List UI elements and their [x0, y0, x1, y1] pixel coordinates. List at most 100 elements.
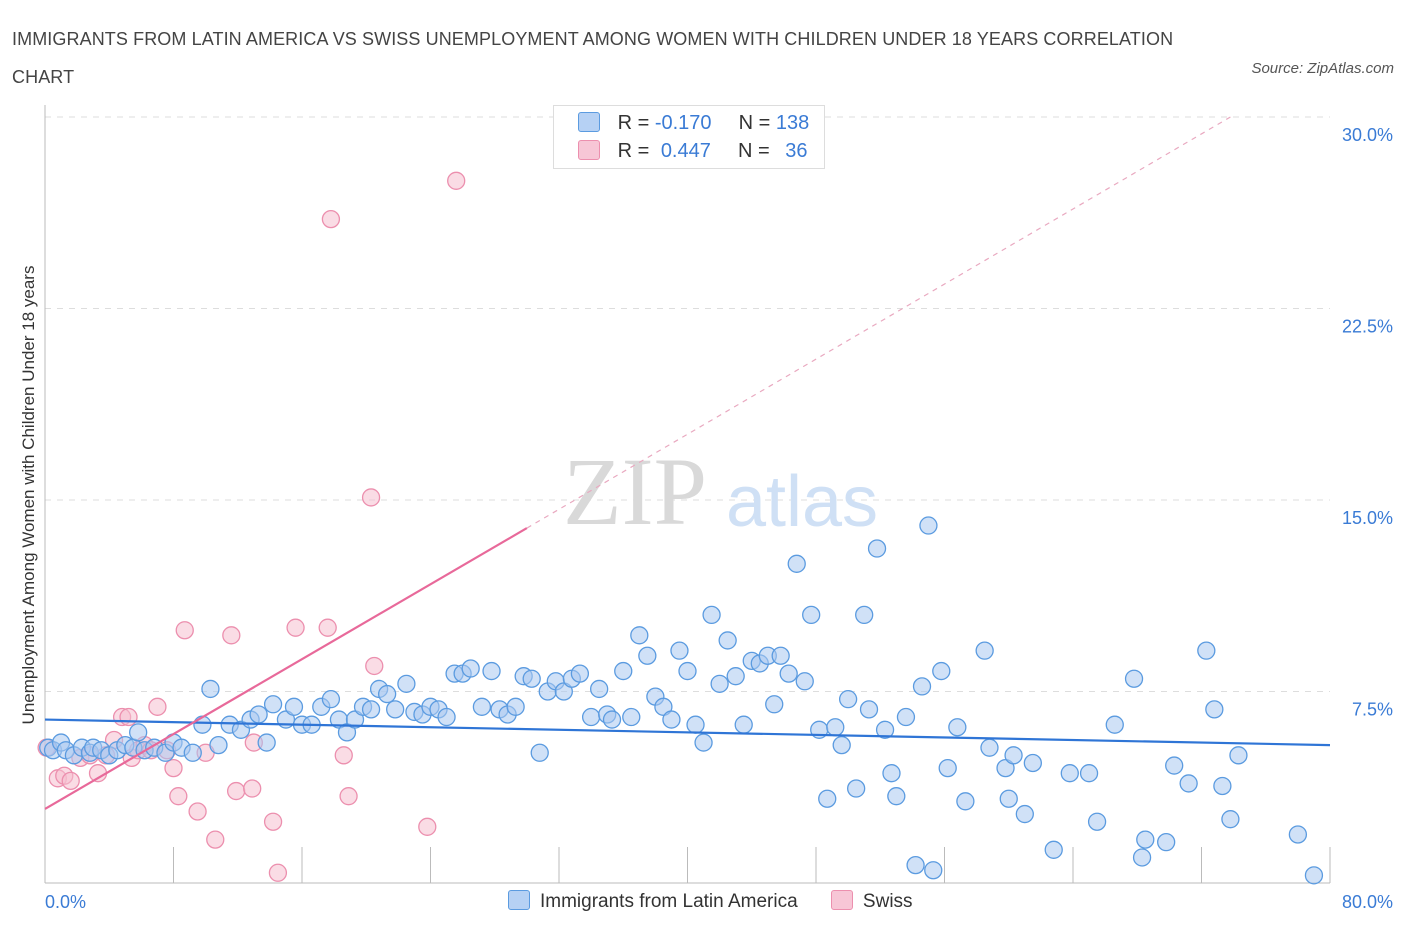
- latin-america-point: [570, 664, 590, 683]
- swiss-point: [243, 779, 262, 798]
- latin-america-point: [1124, 669, 1144, 688]
- swiss-point: [222, 626, 241, 645]
- swiss-point: [321, 209, 341, 229]
- x-tick-label: 80.0%: [1342, 892, 1393, 912]
- latin-america-point: [867, 539, 887, 558]
- r-value: 0.447: [660, 140, 711, 162]
- latin-america-point: [980, 738, 999, 757]
- swiss-point: [226, 781, 246, 801]
- watermark-atlas: atlas: [726, 462, 878, 542]
- legend-label: Swiss: [862, 891, 913, 912]
- latin-america-point: [832, 735, 851, 755]
- legend-item-swiss: Swiss: [830, 890, 913, 913]
- latin-america-point: [1087, 812, 1107, 831]
- y-tick-label: 15.0%: [1342, 508, 1393, 528]
- latin-america-point: [912, 677, 932, 696]
- blue-swatch: [578, 112, 600, 132]
- latin-america-point: [678, 661, 697, 681]
- correlation-legend: R = -0.170 N = 138 R = 0.447 N = 36: [553, 105, 825, 169]
- swiss-trend-extension: [526, 116, 1231, 529]
- latin-america-point: [887, 787, 906, 806]
- y-tick-label: 22.5%: [1342, 317, 1393, 337]
- swiss-point: [339, 787, 358, 806]
- latin-america-point: [377, 684, 397, 704]
- latin-america-point: [1023, 753, 1042, 773]
- latin-america-point: [1304, 866, 1324, 885]
- latin-america-point: [183, 743, 202, 762]
- swiss-point: [365, 656, 384, 676]
- latin-america-point: [1136, 830, 1155, 849]
- trend-lines: [44, 116, 1331, 810]
- latin-america-point: [779, 664, 798, 683]
- latin-america-point: [702, 605, 721, 625]
- r-label: R =: [617, 112, 650, 134]
- latin-america-point: [437, 707, 456, 727]
- chart-title: IMMIGRANTS FROM LATIN AMERICA VS SWISS U…: [12, 29, 1174, 87]
- swiss-point: [263, 812, 283, 831]
- latin-america-point: [209, 735, 228, 755]
- latin-america-points: [39, 516, 1324, 885]
- swiss-point: [148, 697, 167, 716]
- n-value: 138: [775, 112, 810, 134]
- latin-america-point: [581, 707, 601, 727]
- latin-america-point: [361, 700, 381, 719]
- latin-america-point: [602, 710, 622, 729]
- swiss-point: [447, 171, 466, 190]
- latin-america-point: [386, 700, 405, 719]
- swiss-point: [175, 621, 194, 640]
- latin-america-point: [201, 679, 220, 699]
- swiss-point: [286, 618, 305, 637]
- latin-america-point: [847, 779, 866, 798]
- latin-america-point: [787, 554, 806, 573]
- blue-swatch: [508, 890, 530, 910]
- latin-america-point: [694, 733, 713, 752]
- latin-america-point: [1197, 641, 1216, 660]
- latin-america-point: [734, 715, 753, 734]
- latin-america-point: [1060, 764, 1079, 783]
- source-credit: Source: ZipAtlas.com: [1251, 60, 1394, 77]
- swiss-point: [318, 618, 337, 637]
- swiss-point: [169, 787, 188, 806]
- latin-america-point: [662, 710, 681, 729]
- swiss-point: [361, 488, 381, 507]
- latin-america-trend-line: [44, 718, 1331, 747]
- latin-america-point: [686, 715, 705, 734]
- swiss-point: [164, 758, 183, 778]
- y-tick-labels: 7.5% 15.0% 22.5% 30.0%: [1342, 125, 1393, 720]
- latin-america-point: [795, 672, 814, 691]
- latin-america-point: [710, 674, 729, 693]
- latin-america-point: [630, 626, 649, 645]
- latin-america-point: [882, 764, 901, 783]
- y-axis-label: Unemployment Among Women with Children U…: [19, 266, 38, 725]
- latin-america-point: [1205, 700, 1224, 719]
- latin-america-point: [999, 789, 1018, 808]
- x-tick-label: 0.0%: [45, 892, 86, 912]
- latin-america-point: [826, 718, 845, 737]
- latin-america-point: [1079, 764, 1099, 783]
- latin-america-point: [924, 861, 943, 880]
- latin-america-point: [321, 690, 341, 709]
- latin-america-point: [1165, 756, 1184, 775]
- r-label: R =: [617, 140, 650, 162]
- legend-row-swiss: R = 0.447 N = 36: [578, 140, 808, 164]
- latin-america-point: [614, 661, 633, 681]
- swiss-trend-line: [44, 527, 528, 810]
- r-value: -0.170: [654, 112, 712, 134]
- swiss-point: [268, 863, 288, 882]
- latin-america-point: [718, 631, 737, 650]
- latin-america-point: [932, 661, 951, 681]
- latin-america-point: [1229, 746, 1248, 765]
- latin-america-point: [938, 758, 957, 778]
- latin-america-point: [257, 733, 276, 752]
- watermark-zip: ZIP: [563, 438, 707, 545]
- latin-america-point: [622, 707, 641, 727]
- latin-america-point: [956, 792, 975, 811]
- swiss-point: [206, 830, 225, 849]
- latin-america-point: [802, 605, 821, 625]
- latin-america-point: [1179, 774, 1198, 793]
- latin-america-point: [855, 605, 874, 625]
- latin-america-point: [919, 516, 938, 535]
- swiss-point: [418, 817, 437, 836]
- grid-lines: [45, 116, 1330, 692]
- watermark: ZIP atlas: [563, 438, 878, 545]
